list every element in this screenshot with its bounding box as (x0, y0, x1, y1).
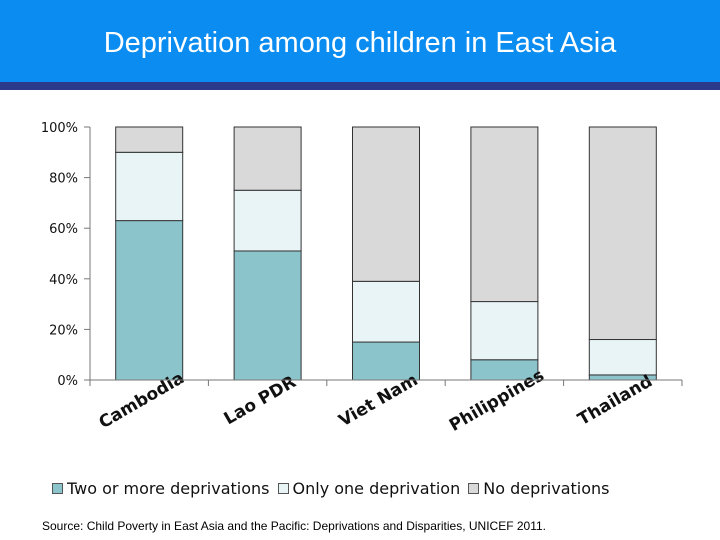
y-tick-label: 60% (49, 222, 78, 237)
legend-label: No deprivations (483, 478, 610, 498)
bar-segment (470, 301, 539, 361)
y-tick-label: 20% (49, 323, 78, 338)
legend-swatch (52, 482, 63, 494)
y-tick-label: 40% (49, 273, 78, 288)
bar-segment (115, 151, 184, 222)
legend-item-only-one: Only one deprivation (277, 478, 461, 498)
chart-legend: Two or more deprivations Only one depriv… (52, 476, 672, 500)
legend-label: Two or more deprivations (67, 478, 270, 498)
x-tick-label: Lao PDR (221, 372, 300, 429)
bar-segment (470, 126, 539, 303)
legend-item-none: No deprivations (468, 478, 610, 498)
legend-label: Only one deprivation (292, 478, 461, 498)
y-tick-label: 0% (57, 374, 78, 389)
page-title: Deprivation among children in East Asia (103, 27, 617, 59)
legend-swatch (277, 482, 289, 494)
bar-segment (115, 126, 184, 153)
bar-segment (352, 280, 420, 343)
bar-segment (352, 126, 420, 282)
bar-segment (588, 126, 657, 341)
bar-segment (233, 250, 302, 381)
title-underline (0, 82, 720, 90)
bar-segment (115, 220, 184, 381)
source-note: Source: Child Poverty in East Asia and t… (42, 519, 547, 533)
bar-segment (233, 189, 302, 252)
y-tick-label: 100% (41, 121, 78, 136)
stacked-bar-chart: Cambodia Lao PDR Viet Nam Philippines Thaila… (41, 121, 683, 436)
legend-item-two-or-more: Two or more deprivations (52, 479, 270, 498)
bar-segment (233, 126, 302, 191)
bar-segment (588, 339, 657, 376)
legend-swatch (468, 482, 480, 494)
y-tick-label: 80% (49, 172, 78, 187)
title-banner (0, 0, 720, 82)
